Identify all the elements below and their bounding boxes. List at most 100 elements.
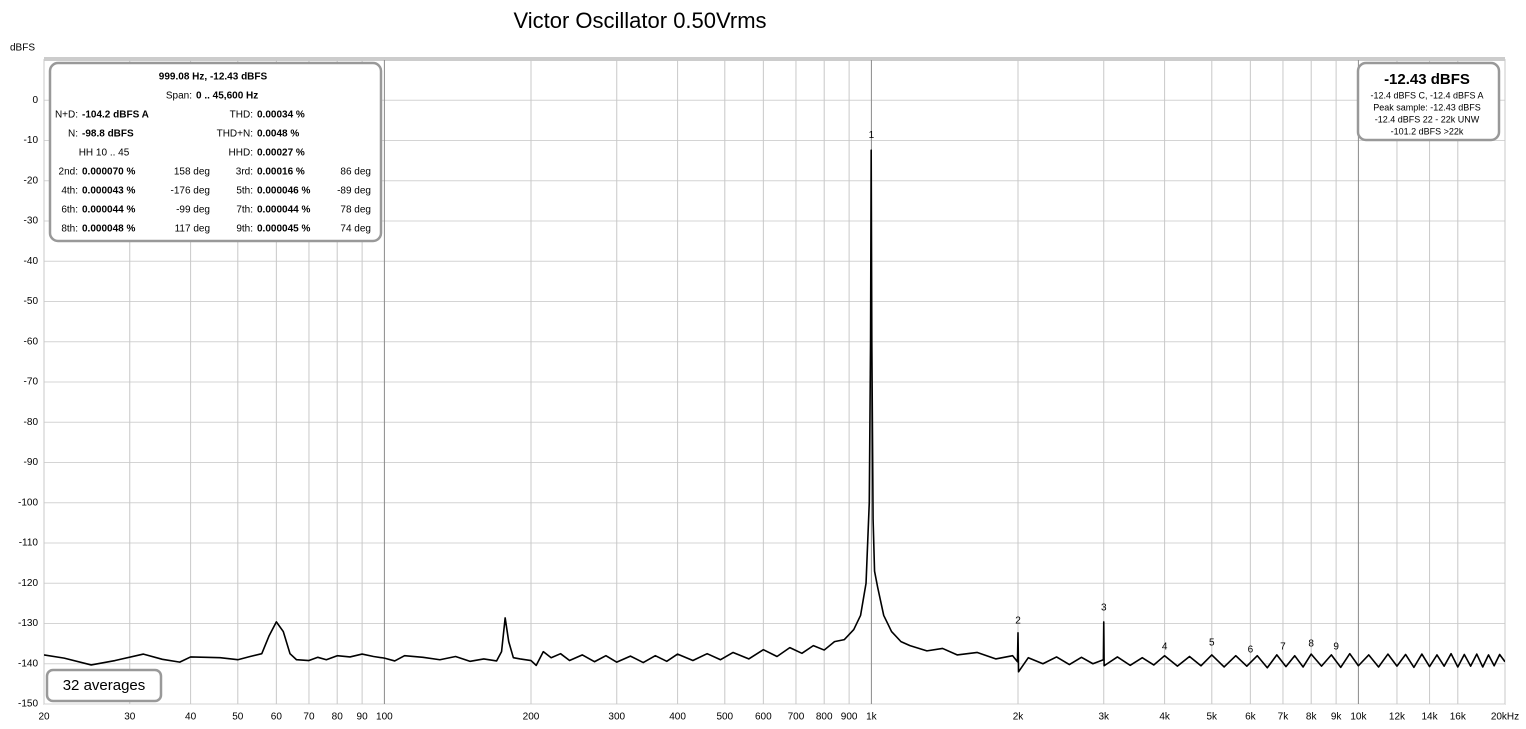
- x-tick-label: 20kHz: [1491, 712, 1519, 723]
- x-tick-label: 600: [755, 712, 772, 723]
- harmonic-cell: 3rd:: [236, 167, 253, 178]
- harmonic-table: 2nd: 0.000070 % 158 deg 3rd: 0.00016 % 86 deg…: [59, 167, 371, 235]
- x-tick-label: 1k: [866, 712, 878, 723]
- harmonic-cell: 7th:: [236, 205, 253, 216]
- x-tick-label: 3k: [1098, 712, 1110, 723]
- x-tick-label: 70: [303, 712, 315, 723]
- harmonic-marker: 4: [1162, 641, 1168, 652]
- level-lines: -12.4 dBFS C, -12.4 dBFS A Peak sample: -…: [1370, 90, 1483, 136]
- hhd-label: HHD:: [229, 148, 253, 159]
- x-tick-label: 40: [185, 712, 197, 723]
- level-box-frame: [1356, 61, 1501, 142]
- marker-layer: 1 2 3 4 5 6 7 8 9: [869, 130, 1340, 656]
- harmonic-cell: 86 deg: [340, 167, 371, 178]
- x-tick-label: 30: [124, 712, 136, 723]
- y-tick-label: -100: [18, 497, 38, 508]
- x-tick-label: 300: [608, 712, 625, 723]
- x-tick-label: 2k: [1013, 712, 1025, 723]
- harmonic-cell: 8th:: [61, 224, 78, 235]
- harmonic-cell: 0.000044 %: [257, 205, 310, 216]
- thd-label: THD:: [230, 110, 253, 121]
- level-box: -12.43 dBFS -12.4 dBFS C, -12.4 dBFS A Pe…: [1356, 61, 1501, 142]
- x-tick-label: 90: [357, 712, 369, 723]
- harmonic-marker: 9: [1333, 641, 1339, 652]
- x-tick-label: 60: [271, 712, 283, 723]
- thd-value: 0.00034 %: [257, 110, 305, 121]
- harmonic-cell: 0.000070 %: [82, 167, 135, 178]
- harmonic-cell: 0.000048 %: [82, 224, 135, 235]
- y-tick-label: -70: [24, 377, 39, 388]
- harmonic-marker: 8: [1308, 639, 1314, 650]
- y-axis-label: dBFS: [10, 43, 35, 54]
- x-tick-label: 8k: [1306, 712, 1318, 723]
- y-tick-label: -30: [24, 216, 39, 227]
- x-tick-label: 900: [841, 712, 858, 723]
- x-tick-label: 100: [376, 712, 393, 723]
- harmonic-cell: 9th:: [236, 224, 253, 235]
- y-tick-label: 0: [32, 95, 38, 106]
- averages-frame: [45, 668, 163, 703]
- x-tick-label: 80: [332, 712, 344, 723]
- x-tick-label: 14k: [1422, 712, 1439, 723]
- y-tick-label: -150: [18, 699, 38, 710]
- harmonic-cell: 0.000044 %: [82, 205, 135, 216]
- harmonic-marker: 7: [1280, 641, 1286, 652]
- y-tick-label: -140: [18, 658, 38, 669]
- nd-value: -104.2 dBFS A: [82, 110, 149, 121]
- x-tick-label: 500: [716, 712, 733, 723]
- harmonic-cell: 74 deg: [340, 224, 371, 235]
- harmonic-cell: 0.00016 %: [257, 167, 305, 178]
- x-tick-label: 700: [788, 712, 805, 723]
- n-label: N:: [68, 129, 78, 140]
- harmonic-cell: 0.000043 %: [82, 186, 135, 197]
- level-line: -12.4 dBFS 22 - 22k UNW: [1375, 114, 1480, 124]
- x-tick-label: 12k: [1389, 712, 1406, 723]
- harmonic-cell: 0.000046 %: [257, 186, 310, 197]
- harmonic-marker: 3: [1101, 602, 1107, 613]
- harmonic-marker: 5: [1209, 637, 1215, 648]
- averages-text: 32 averages: [63, 677, 146, 694]
- harmonic-marker: 1: [869, 130, 875, 141]
- chart-title: Victor Oscillator 0.50Vrms: [513, 8, 766, 33]
- line-layer: [44, 149, 1505, 673]
- hh-range: HH 10 .. 45: [79, 148, 130, 159]
- thdn-value: 0.0048 %: [257, 129, 299, 140]
- averages-box: 32 averages: [45, 668, 163, 703]
- span-value: 0 .. 45,600 Hz: [196, 91, 258, 102]
- x-tick-label: 50: [232, 712, 244, 723]
- harmonic-cell: 6th:: [61, 205, 78, 216]
- level-line: -101.2 dBFS >22k: [1391, 126, 1464, 136]
- x-tick-label: 400: [669, 712, 686, 723]
- harmonic-cell: 158 deg: [174, 167, 210, 178]
- hhd-value: 0.00027 %: [257, 148, 305, 159]
- harmonic-cell: 4th:: [61, 186, 78, 197]
- thdn-label: THD+N:: [217, 129, 253, 140]
- span-label: Span:: [166, 91, 192, 102]
- x-tick-label: 6k: [1245, 712, 1257, 723]
- harmonic-cell: 2nd:: [59, 167, 78, 178]
- nd-label: N+D:: [55, 110, 78, 121]
- x-tick-label: 4k: [1159, 712, 1171, 723]
- y-tick-label: -10: [24, 135, 39, 146]
- y-tick-label: -60: [24, 336, 39, 347]
- info-header: 999.08 Hz, -12.43 dBFS: [159, 72, 268, 83]
- level-main: -12.43 dBFS: [1384, 71, 1470, 88]
- harmonic-cell: 78 deg: [340, 205, 371, 216]
- x-tick-label: 10k: [1350, 712, 1367, 723]
- spectrum-line: [44, 149, 1505, 673]
- y-tick-label: -40: [24, 256, 39, 267]
- harmonic-cell: 117 deg: [175, 224, 210, 235]
- y-tick-label: -50: [24, 296, 39, 307]
- y-tick-label: -20: [24, 175, 39, 186]
- harmonic-marker: 6: [1248, 645, 1254, 656]
- info-box: 999.08 Hz, -12.43 dBFS Span: 0 .. 45,600…: [48, 61, 383, 243]
- y-tick-label: -130: [18, 618, 38, 629]
- y-tick-label: -120: [18, 578, 38, 589]
- harmonic-cell: -99 deg: [176, 205, 210, 216]
- x-tick-label: 5k: [1207, 712, 1219, 723]
- y-tick-label: -90: [24, 457, 39, 468]
- x-tick-label: 800: [816, 712, 833, 723]
- info-box-frame: [48, 61, 383, 243]
